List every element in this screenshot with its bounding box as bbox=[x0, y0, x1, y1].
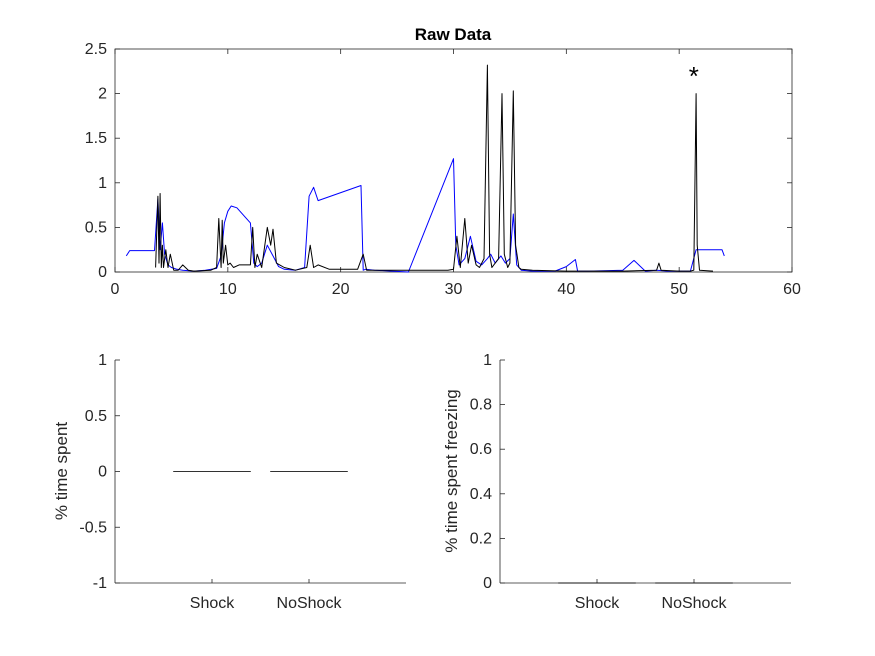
freezing-ytick-label: 0.8 bbox=[470, 397, 492, 414]
freezing-category-label: NoShock bbox=[662, 595, 728, 612]
raw-data-ytick-label: 1 bbox=[98, 175, 107, 192]
freezing-category-label: Shock bbox=[575, 595, 620, 612]
time-spent-ytick-label: 1 bbox=[98, 352, 107, 369]
freezing-ytick-label: 0.6 bbox=[470, 441, 492, 458]
raw-data-axes: Raw Data 0 10 20 30 40 50 60 0 0.5 1 1.5 2 2.5 * bbox=[85, 25, 801, 298]
raw-data-ytick-label: 1.5 bbox=[85, 130, 107, 147]
freezing-ytick-label: 0 bbox=[483, 575, 492, 592]
time-spent-bar bbox=[270, 471, 348, 472]
time-spent-axes: % time spent -1 -0.5 0 0.5 1 Shock NoShock bbox=[52, 352, 406, 612]
raw-data-xtick-label: 50 bbox=[670, 281, 688, 298]
time-spent-bar bbox=[173, 471, 251, 472]
time-spent-freezing-axes: % time spent freezing 0 0.2 0.4 0.6 0.8 1 Shoc… bbox=[442, 352, 791, 612]
raw-data-ytick-label: 0.5 bbox=[85, 219, 107, 236]
raw-data-ytick-label: 0 bbox=[98, 264, 107, 281]
raw-data-xtick-label: 30 bbox=[445, 281, 463, 298]
raw-data-xtick-label: 60 bbox=[783, 281, 801, 298]
time-spent-ylabel: % time spent bbox=[52, 422, 71, 521]
raw-data-xtick-label: 40 bbox=[557, 281, 575, 298]
raw-data-xtick-label: 10 bbox=[219, 281, 237, 298]
raw-data-ytick-label: 2 bbox=[98, 86, 107, 103]
raw-data-xtick-label: 0 bbox=[111, 281, 120, 298]
freezing-ylabel: % time spent freezing bbox=[442, 389, 461, 552]
freezing-ytick-label: 0.2 bbox=[470, 530, 492, 547]
time-spent-category-label: Shock bbox=[190, 595, 235, 612]
time-spent-category-label: NoShock bbox=[277, 595, 343, 612]
raw-data-title: Raw Data bbox=[415, 25, 492, 44]
raw-data-ytick-label: 2.5 bbox=[85, 41, 107, 58]
freezing-ytick-label: 1 bbox=[483, 352, 492, 369]
time-spent-ytick-label: -1 bbox=[93, 575, 107, 592]
freezing-bar bbox=[558, 582, 636, 584]
asterisk-marker: * bbox=[689, 61, 699, 91]
time-spent-ytick-label: 0.5 bbox=[85, 408, 107, 425]
time-spent-ytick-label: 0 bbox=[98, 464, 107, 481]
raw-data-xtick-label: 20 bbox=[332, 281, 350, 298]
freezing-ytick-label: 0.4 bbox=[470, 486, 492, 503]
freezing-bar bbox=[655, 582, 733, 584]
black-series-line bbox=[155, 64, 714, 272]
time-spent-ytick-label: -0.5 bbox=[79, 519, 107, 536]
